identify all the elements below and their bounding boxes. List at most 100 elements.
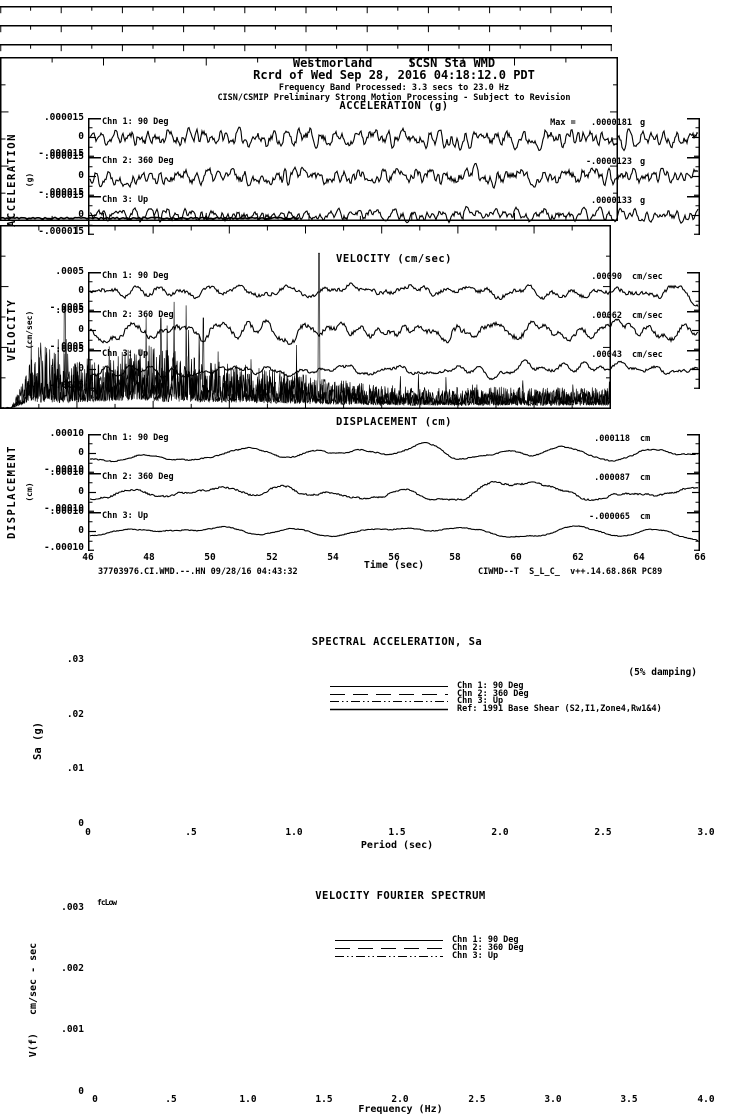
y-tick-label: .000015: [43, 151, 84, 162]
fourier-plot: [0, 225, 611, 409]
x-tick-label: 0: [92, 1094, 98, 1105]
x-tick-label: 1.0: [285, 827, 303, 838]
peak-unit: cm/sec: [632, 311, 663, 321]
channel-label: Chn 3: Up: [102, 195, 149, 205]
y-tick-label: 0: [78, 447, 84, 458]
y-tick-label: -.00010: [43, 542, 84, 553]
channel-label: Chn 2: 360 Deg: [102, 156, 174, 166]
disp-chn3-waveform: [88, 512, 700, 551]
channel-label: Chn 2: 360 Deg: [102, 310, 174, 320]
solid-line-sample: [330, 685, 448, 687]
peak-value: .000118: [594, 434, 630, 444]
acceleration-panel-title: ACCELERATION (g): [339, 100, 449, 112]
disp-chn2-waveform: [88, 473, 700, 512]
channel-label: Chn 2: 360 Deg: [102, 472, 174, 482]
peak-unit: g: [640, 157, 646, 167]
acc-chn2-waveform: [88, 157, 700, 196]
y-tick-label: .01: [66, 763, 84, 774]
disp-chn2-strip: Chn 2: 360 Deg .000087 cm: [88, 473, 700, 512]
x-tick-label: 54: [327, 552, 339, 563]
legend-label: Ref: 1991 Base Shear (S2,I1,Zone4,Rw1&4): [457, 704, 662, 714]
x-tick-label: 1.0: [239, 1094, 257, 1105]
x-tick-label: .5: [165, 1094, 177, 1105]
y-tick-label: 0: [78, 363, 84, 374]
y-tick-label: -.000015: [38, 148, 84, 159]
y-tick-label: .0005: [55, 305, 84, 316]
channel-label: Chn 3: Up: [102, 511, 149, 521]
peak-value: .00062: [591, 311, 622, 321]
fourier-legend-row-1: Chn 1: 90 Deg: [333, 936, 519, 944]
x-tick-label: 62: [572, 552, 584, 563]
y-tick-label: -.0005: [49, 341, 84, 352]
vel-chn3-waveform: [88, 350, 700, 389]
acc-chn1-waveform: [88, 118, 700, 157]
y-tick-label: .02: [66, 709, 84, 720]
velocity-time-axis: [0, 25, 612, 33]
legend-label: Chn 3: Up: [457, 696, 504, 706]
y-tick-label: 0: [78, 285, 84, 296]
x-tick-label: 2.5: [468, 1094, 486, 1105]
y-tick-label: -.000015: [38, 187, 84, 198]
legend-label: Chn 2: 360 Deg: [457, 689, 529, 699]
dash-dot-line-sample: [335, 955, 443, 957]
fourier-axis-label: V(f) cm/sec - sec: [28, 942, 39, 1058]
solid-line-sample: [335, 939, 443, 941]
x-tick-label: 3.0: [544, 1094, 562, 1105]
peak-value: Max = .0000181: [550, 118, 632, 128]
channel-label: Chn 1: 90 Deg: [102, 271, 169, 281]
y-tick-label: .003: [61, 902, 84, 913]
y-tick-label: 0: [78, 818, 84, 829]
y-tick-label: .000015: [43, 190, 84, 201]
peak-unit: cm: [640, 434, 651, 444]
acc-chn1-strip: Chn 1: 90 Deg Max = .0000181 g: [88, 118, 700, 157]
ref-solid-line-sample: [330, 708, 448, 710]
acc-chn3-waveform: [88, 196, 700, 235]
disp-chn1-waveform: [88, 434, 700, 473]
peak-unit: cm/sec: [632, 272, 663, 282]
x-tick-label: 3.5: [620, 1094, 638, 1105]
legend-label: Chn 2: 360 Deg: [452, 943, 524, 953]
damping-note: (5% damping): [628, 667, 697, 678]
x-tick-label: 50: [204, 552, 216, 563]
x-tick-label: 52: [266, 552, 278, 563]
y-tick-label: .00010: [49, 506, 84, 517]
x-tick-label: 2.0: [491, 827, 509, 838]
y-tick-label: .00010: [49, 428, 84, 439]
sa-legend-row-4: Ref: 1991 Base Shear (S2,I1,Zone4,Rw1&4): [328, 705, 662, 713]
processing-disclaimer: CISN/CSMIP Preliminary Strong Motion Pro…: [217, 93, 571, 103]
legend-label: Chn 1: 90 Deg: [452, 935, 519, 945]
y-tick-label: -.000015: [38, 226, 84, 237]
record-id-footer: 37703976.CI.WMD.--.HN 09/28/16 04:43:32: [98, 567, 298, 577]
y-tick-label: 0: [78, 525, 84, 536]
y-tick-label: .0005: [55, 344, 84, 355]
record-datetime: Rcrd of Wed Sep 28, 2016 04:18:12.0 PDT: [253, 68, 535, 82]
sa-legend-row-1: Chn 1: 90 Deg: [328, 682, 524, 690]
x-tick-label: 2.0: [391, 1094, 409, 1105]
x-tick-label: 64: [633, 552, 645, 563]
y-tick-label: .00010: [49, 467, 84, 478]
peak-unit: g: [640, 196, 646, 206]
sa-axis-label: Sa (g): [32, 722, 44, 760]
sa-title: SPECTRAL ACCELERATION, Sa: [311, 636, 483, 648]
fc-low-marker: fcLow: [97, 898, 117, 907]
fourier-legend-row-3: Chn 3: Up: [333, 952, 498, 960]
y-tick-label: 0: [78, 486, 84, 497]
displacement-panel-title: DISPLACEMENT (cm): [336, 416, 452, 428]
vel-chn2-waveform: [88, 311, 700, 350]
channel-label: Chn 1: 90 Deg: [102, 433, 169, 443]
y-tick-label: -.00010: [43, 464, 84, 475]
x-tick-label: 46: [82, 552, 94, 563]
y-tick-label: -.0005: [49, 380, 84, 391]
peak-value: -.000065: [589, 512, 630, 522]
x-tick-label: 4.0: [697, 1094, 715, 1105]
y-tick-label: 0: [78, 170, 84, 181]
peak-unit: cm/sec: [632, 350, 663, 360]
peak-value: -.0000123: [585, 157, 632, 167]
acc-chn3-strip: Chn 3: Up .0000133 g: [88, 196, 700, 235]
peak-unit: cm: [640, 473, 651, 483]
peak-value: .000087: [594, 473, 630, 483]
acc-chn2-strip: Chn 2: 360 Deg -.0000123 g: [88, 157, 700, 196]
channel-label: Chn 1: 90 Deg: [102, 117, 169, 127]
peak-value: .0000133: [591, 196, 632, 206]
